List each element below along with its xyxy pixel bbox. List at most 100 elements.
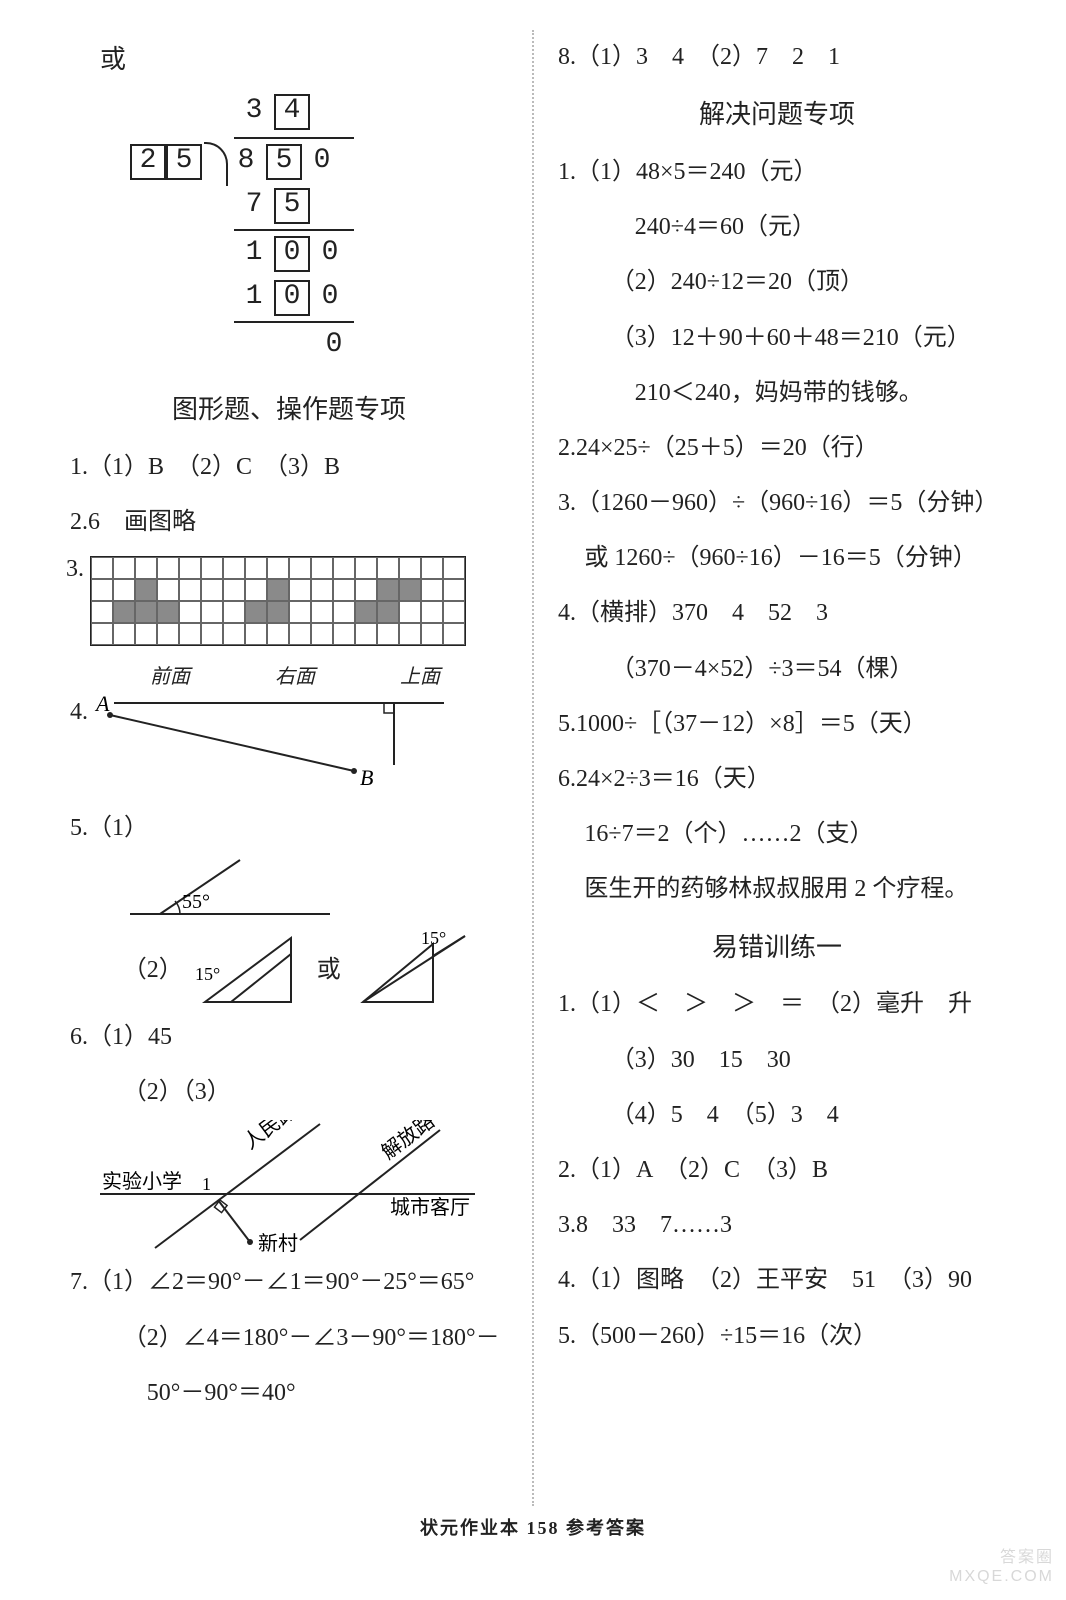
- watermark-top: 答案圈: [949, 1548, 1054, 1567]
- answer-line: 1.（1）48×5＝240（元）: [558, 145, 996, 200]
- grid-cell: [157, 623, 179, 645]
- angle-15: 15°: [195, 964, 220, 984]
- grid-cell: [245, 557, 267, 579]
- grid-cell: [245, 601, 267, 623]
- answer-line: （3）30 15 30: [558, 1033, 996, 1088]
- grid-cell: [311, 557, 333, 579]
- answer-line: （2）240÷12＝20（顶）: [558, 255, 996, 310]
- answer-line: 210＜240，妈妈带的钱够。: [558, 366, 996, 421]
- division-bracket: [202, 140, 226, 184]
- grid-cell: [355, 579, 377, 601]
- answer-line: 5.（1）: [70, 801, 508, 856]
- grid-cell: [91, 579, 113, 601]
- grid-cell: [135, 623, 157, 645]
- grid-cell: [355, 557, 377, 579]
- q4-svg: A B: [94, 693, 454, 788]
- grid-cell: [399, 601, 421, 623]
- answer-line: 240÷4＝60（元）: [558, 200, 996, 255]
- grid-cell: [91, 557, 113, 579]
- grid-cell: [179, 601, 201, 623]
- q3-figure: 3. 前面右面上面: [66, 550, 508, 687]
- grid-cell: [443, 623, 465, 645]
- page: 或 3 4 2 5: [0, 0, 1066, 1600]
- answer-line: 6.24×2÷3＝16（天）: [558, 752, 996, 807]
- answer-line: 5.1000÷［（37－12）×8］＝5（天）: [558, 697, 996, 752]
- grid-cell: [201, 601, 223, 623]
- road-label: 城市客厅: [390, 1196, 470, 1219]
- point-A: A: [94, 693, 110, 716]
- grid-cell: [421, 579, 443, 601]
- answer-line: 3.8 33 7……3: [558, 1198, 996, 1253]
- triangle-set-2: 15°: [353, 930, 473, 1010]
- answer-line: （2）∠4＝180°－∠3－90°＝180°－: [70, 1311, 508, 1366]
- grid-cell: [179, 579, 201, 601]
- roads-figure: 实验小学 人民路 解放路 城市客厅 新村 1: [100, 1120, 508, 1255]
- grid-cell: [113, 623, 135, 645]
- grid-cell: [443, 601, 465, 623]
- answer-line: 2.（1）A （2）C （3）B: [558, 1143, 996, 1198]
- answer-line: 3.（1260－960）÷（960÷16）＝5（分钟）: [558, 476, 996, 531]
- grid-cell: [289, 601, 311, 623]
- grid-cell: [157, 579, 179, 601]
- answer-line: 6.（1）45: [70, 1010, 508, 1065]
- answer-line: 2.6 画图略: [70, 495, 508, 550]
- angle-label: 1: [202, 1174, 211, 1194]
- grid-cell: [377, 601, 399, 623]
- angle-15: 15°: [421, 930, 446, 948]
- columns: 或 3 4 2 5: [60, 30, 1006, 1506]
- answer-line: 2.24×25÷（25＋5）＝20（行）: [558, 421, 996, 476]
- q4-figure: 4. A B: [70, 693, 508, 800]
- grid-cell: [113, 579, 135, 601]
- grid-cell: [223, 579, 245, 601]
- grid-cell: [157, 557, 179, 579]
- answer-line: （370－4×52）÷3＝54（棵）: [558, 642, 996, 697]
- grid-cell: [311, 601, 333, 623]
- grid-cell: [223, 557, 245, 579]
- quotient-digit: 3: [234, 92, 274, 132]
- watermark-bottom: MXQE.COM: [949, 1567, 1054, 1586]
- answer-line: 1.（1）B （2）C （3）B: [70, 440, 508, 495]
- answer-line: 医生开的药够林叔叔服用 2 个疗程。: [558, 862, 996, 917]
- grid-cell: [377, 623, 399, 645]
- grid-cell: [113, 601, 135, 623]
- grid-cell: [267, 601, 289, 623]
- answer-line: 8.（1）3 4 （2）7 2 1: [558, 30, 996, 85]
- grid-cell: [157, 601, 179, 623]
- grid-cell: [399, 579, 421, 601]
- work-digit: 7: [234, 186, 274, 226]
- left-column: 或 3 4 2 5: [60, 30, 532, 1506]
- answer-line: 50°－90°＝40°: [70, 1366, 508, 1421]
- footer: 状元作业本 158 参考答案: [60, 1514, 1006, 1540]
- work-digit: 0: [310, 234, 350, 274]
- grid-cell: [333, 623, 355, 645]
- grid-cell: [311, 623, 333, 645]
- quotient-digit-box: 4: [274, 94, 310, 130]
- dividend-digit: 8: [226, 142, 266, 182]
- grid-cell: [399, 557, 421, 579]
- grid-cell: [289, 579, 311, 601]
- grid-cell: [333, 601, 355, 623]
- work-digit: 1: [234, 234, 274, 274]
- grid-cell: [333, 579, 355, 601]
- grid-cell: [289, 623, 311, 645]
- grid-cell: [179, 623, 201, 645]
- answer-line: （4）5 4 （5）3 4: [558, 1088, 996, 1143]
- grid-cell: [443, 557, 465, 579]
- road-label: 新村: [258, 1232, 298, 1255]
- grid-cell: [421, 623, 443, 645]
- grid-cell: [223, 601, 245, 623]
- point-B: B: [360, 765, 373, 788]
- grid-cell: [201, 557, 223, 579]
- grid-cell: [245, 623, 267, 645]
- work-digit-box: 0: [274, 280, 310, 316]
- answer-line: 16÷7＝2（个）……2（支）: [558, 807, 996, 862]
- grid-cell: [245, 579, 267, 601]
- work-digit-box: 5: [274, 188, 310, 224]
- answer-line: 7.（1）∠2＝90°－∠1＝90°－25°＝65°: [70, 1255, 508, 1310]
- or-label: 或: [317, 951, 341, 989]
- q5-1-figure: 55°: [120, 856, 508, 926]
- grid-cell: [443, 579, 465, 601]
- grid-cell: [267, 579, 289, 601]
- long-division: 3 4 2 5 8 5 0: [130, 90, 508, 368]
- work-digit-box: 0: [274, 236, 310, 272]
